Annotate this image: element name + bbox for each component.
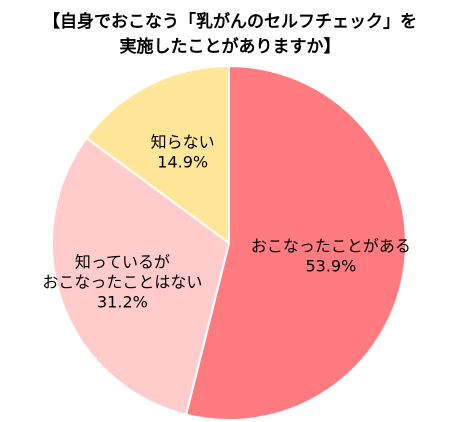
chart-title-line-1: 【自身でおこなう「乳がんのセルフチェック」を <box>43 11 417 32</box>
slice-value-1: 53.9% <box>305 257 356 276</box>
slice-label-1-line-1: おこなったことがある <box>251 237 411 256</box>
pie-slices <box>51 64 407 421</box>
pie-slice-3 <box>85 64 230 245</box>
pie-slice-2 <box>51 136 231 416</box>
slice-value-2: 31.2% <box>97 292 148 311</box>
chart-title-line-2: 実施したことがありますか】 <box>120 36 341 57</box>
slice-label-2-line-2: おこなったことはない <box>42 272 202 291</box>
slice-value-3: 14.9% <box>157 152 208 171</box>
slice-label-2-line-1: 知っているが <box>75 252 170 271</box>
slice-label-3-line-1: 知らない <box>151 132 215 151</box>
pie-slice-1 <box>184 64 407 421</box>
chart-title: 【自身でおこなう「乳がんのセルフチェック」を 実施したことがありますか】 <box>43 11 417 57</box>
